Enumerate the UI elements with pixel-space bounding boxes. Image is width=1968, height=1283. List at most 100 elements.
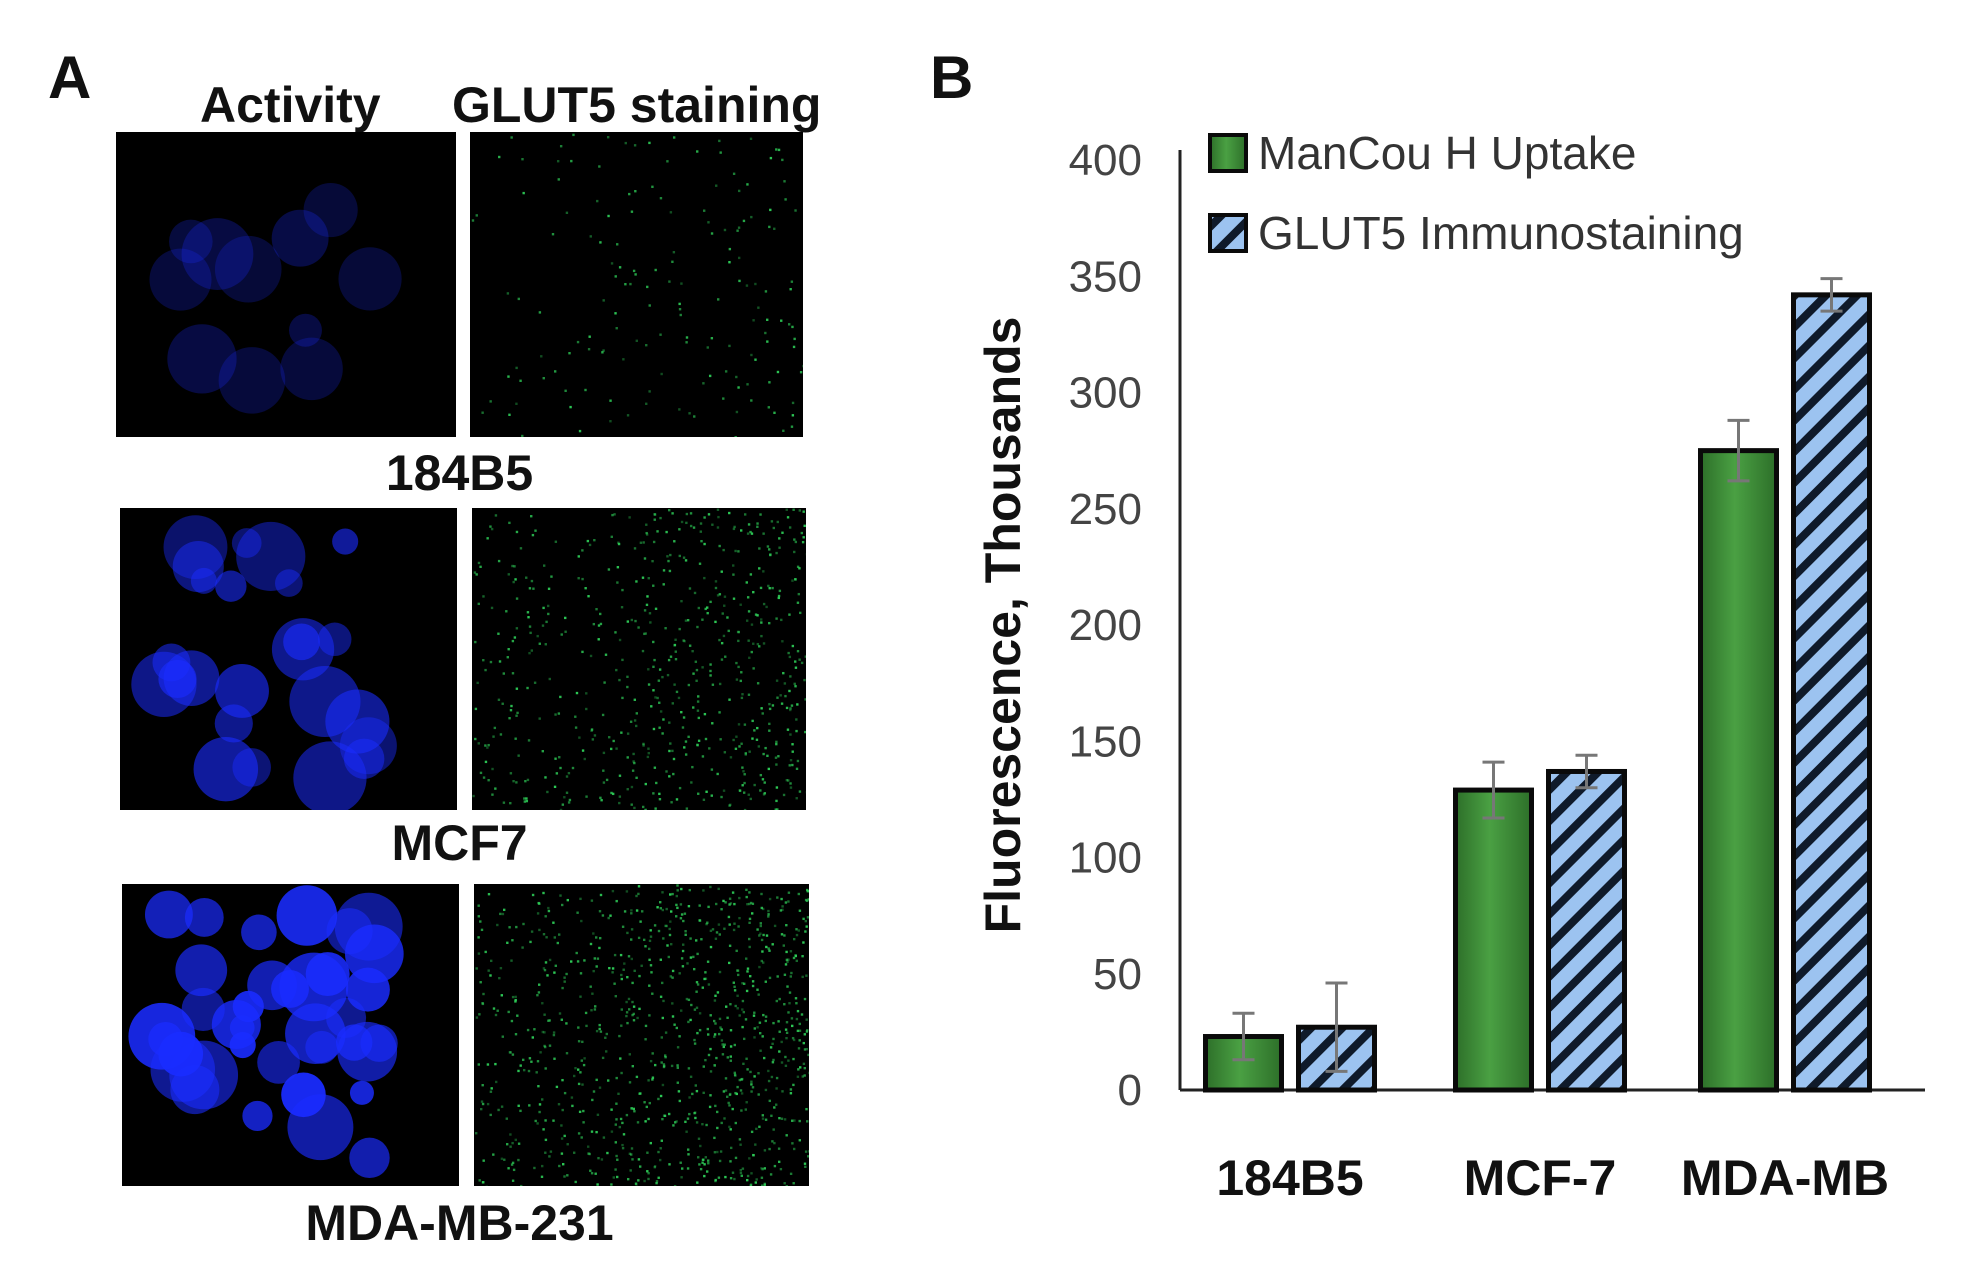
cell-blob xyxy=(158,1031,204,1077)
stain-dot xyxy=(566,898,569,902)
stain-dot xyxy=(580,1059,583,1062)
stain-dot xyxy=(802,510,805,513)
stain-dot xyxy=(497,559,501,563)
stain-dot xyxy=(621,1121,624,1125)
stain-dot xyxy=(622,1133,626,1136)
stain-dot xyxy=(530,649,534,652)
stain-dot xyxy=(526,778,530,782)
stain-dot xyxy=(798,1022,801,1026)
stain-dot xyxy=(776,896,779,899)
stain-dot xyxy=(662,583,665,586)
stain-dot xyxy=(592,932,595,935)
stain-dot xyxy=(802,536,805,539)
stain-dot xyxy=(678,786,682,790)
stain-dot xyxy=(754,1143,757,1146)
stain-dot xyxy=(644,632,647,635)
stain-dot xyxy=(565,211,569,214)
stain-dot xyxy=(808,1150,809,1153)
stain-dot xyxy=(687,1020,690,1024)
stain-dot xyxy=(798,1029,802,1032)
stain-dot xyxy=(607,214,610,218)
stain-dot xyxy=(728,804,731,807)
stain-dot xyxy=(532,587,535,590)
cell-blob xyxy=(175,944,228,997)
stain-dot xyxy=(789,950,793,953)
stain-dot xyxy=(747,523,751,526)
stain-dot xyxy=(728,247,732,251)
stain-dot xyxy=(538,902,541,905)
stain-dot xyxy=(781,1090,784,1093)
stain-dot xyxy=(729,1128,732,1131)
cell-blob xyxy=(343,738,385,779)
stain-dot xyxy=(684,753,688,756)
stain-dot xyxy=(693,1042,697,1045)
stain-dot xyxy=(618,774,622,777)
stain-dot xyxy=(722,548,725,552)
stain-dot xyxy=(679,917,683,920)
stain-dot xyxy=(684,930,687,933)
stain-dot xyxy=(630,912,633,915)
y-tick-label: 200 xyxy=(1069,601,1142,650)
stain-dot xyxy=(743,513,747,516)
stain-dot xyxy=(509,772,513,775)
stain-dot xyxy=(496,923,499,927)
stain-dot xyxy=(538,1110,541,1114)
cell-blob xyxy=(232,748,271,787)
stain-dot xyxy=(541,624,545,627)
stain-dot xyxy=(773,411,776,414)
stain-dot xyxy=(626,931,629,935)
stain-dot xyxy=(588,335,591,338)
stain-dot xyxy=(659,1094,663,1098)
stain-dot xyxy=(560,1018,563,1021)
stain-dot xyxy=(612,1176,615,1179)
stain-dot xyxy=(748,917,752,921)
stain-dot xyxy=(805,1030,809,1033)
stain-dot xyxy=(788,689,791,693)
stain-dot xyxy=(627,997,631,1001)
stain-dot xyxy=(714,620,717,624)
stain-dot xyxy=(509,1145,512,1148)
stain-dot xyxy=(534,529,537,532)
stain-dot xyxy=(491,767,494,771)
stain-dot xyxy=(707,1053,711,1057)
stain-dot xyxy=(476,681,479,685)
stain-dot xyxy=(626,788,629,791)
stain-dot xyxy=(624,141,627,145)
stain-dot xyxy=(578,1110,582,1114)
stain-dot xyxy=(630,803,633,806)
stain-dot xyxy=(720,1039,724,1042)
stain-dot xyxy=(722,789,726,792)
stain-dot xyxy=(716,526,720,529)
stain-dot xyxy=(745,989,749,993)
stain-dot xyxy=(481,1181,485,1184)
stain-dot xyxy=(591,992,594,995)
stain-dot xyxy=(676,1064,679,1067)
stain-dot xyxy=(696,150,699,153)
stain-dot xyxy=(747,639,750,642)
stain-dot xyxy=(530,1060,533,1063)
stain-dot xyxy=(557,712,561,715)
stain-dot xyxy=(616,581,619,584)
stain-dot xyxy=(616,566,620,569)
stain-dot xyxy=(653,1165,656,1169)
stain-dot xyxy=(800,661,804,665)
stain-dot xyxy=(494,1062,497,1066)
stain-dot xyxy=(707,513,711,516)
stain-dot xyxy=(686,618,690,622)
stain-dot xyxy=(775,999,778,1003)
stain-dot xyxy=(653,658,656,662)
stain-dot xyxy=(613,953,617,957)
stain-dot xyxy=(576,911,579,914)
stain-dot xyxy=(676,1046,680,1049)
stain-dot xyxy=(742,1062,745,1066)
stain-dot xyxy=(605,1050,608,1053)
stain-dot xyxy=(516,711,519,715)
stain-dot xyxy=(778,1160,781,1164)
stain-dot xyxy=(661,1016,664,1020)
stain-dot xyxy=(647,683,651,686)
stain-dot xyxy=(658,798,662,801)
stain-dot xyxy=(737,925,740,928)
stain-dot xyxy=(763,781,766,784)
stain-dot xyxy=(674,638,677,641)
stain-dot xyxy=(632,1012,635,1016)
